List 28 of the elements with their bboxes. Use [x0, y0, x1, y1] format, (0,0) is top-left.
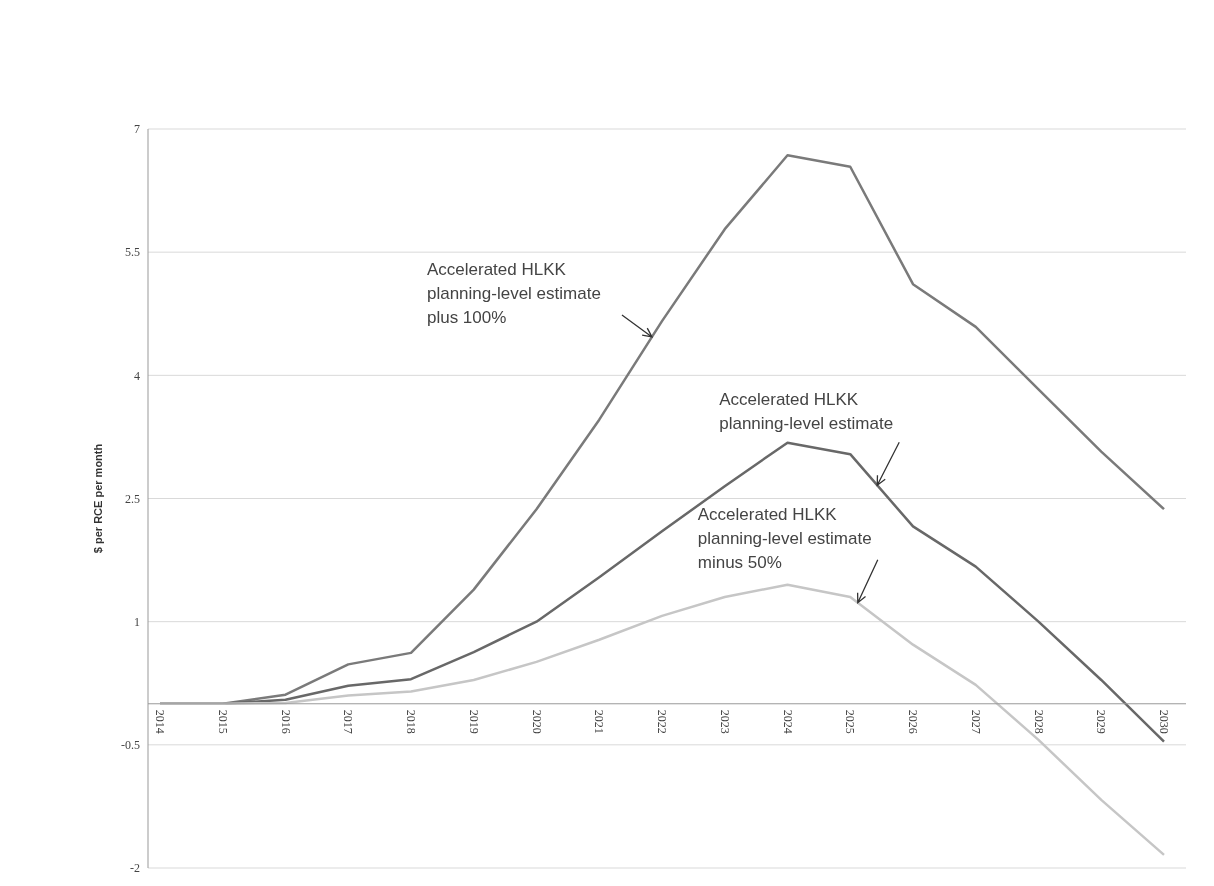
x-tick-label: 2016: [278, 709, 293, 734]
x-tick-label: 2018: [404, 709, 418, 734]
x-tick-label: 2023: [717, 709, 732, 734]
y-tick-label: 1: [134, 614, 140, 629]
x-tick-label: 2017: [341, 709, 356, 734]
series-label: Accelerated HLKK planning-level estimate: [719, 390, 894, 434]
y-tick-label: 7: [134, 122, 140, 137]
y-tick-label: -0.5: [121, 738, 140, 753]
x-tick-label: 2030: [1157, 709, 1171, 734]
x-tick-label: 2021: [592, 709, 607, 734]
x-tick-label: 2029: [1094, 709, 1109, 734]
y-tick-label: -2: [130, 861, 140, 876]
x-tick-label: 2028: [1031, 709, 1046, 734]
x-tick-label: 2026: [906, 709, 920, 734]
y-tick-label: 2.5: [125, 491, 140, 506]
x-tick-label: 2014: [153, 709, 167, 734]
y-axis-title: $ per RCE per month: [91, 443, 104, 554]
x-tick-label: 2019: [466, 709, 481, 734]
x-tick-label: 2027: [968, 709, 983, 734]
x-tick-label: 2025: [843, 709, 858, 734]
text: Accelerated HLKK planning-level estimate plus 100%: [426, 259, 601, 327]
y-tick-label: 5.5: [125, 245, 140, 260]
x-tick-label: 2024: [780, 709, 795, 734]
series-label: Accelerated HLKK planning-level estimate minus 50%: [697, 504, 872, 572]
x-tick-label: 2022: [655, 709, 669, 734]
x-tick-label: 2020: [529, 709, 544, 734]
y-tick-label: 4: [134, 368, 140, 383]
x-tick-label: 2015: [215, 709, 230, 734]
